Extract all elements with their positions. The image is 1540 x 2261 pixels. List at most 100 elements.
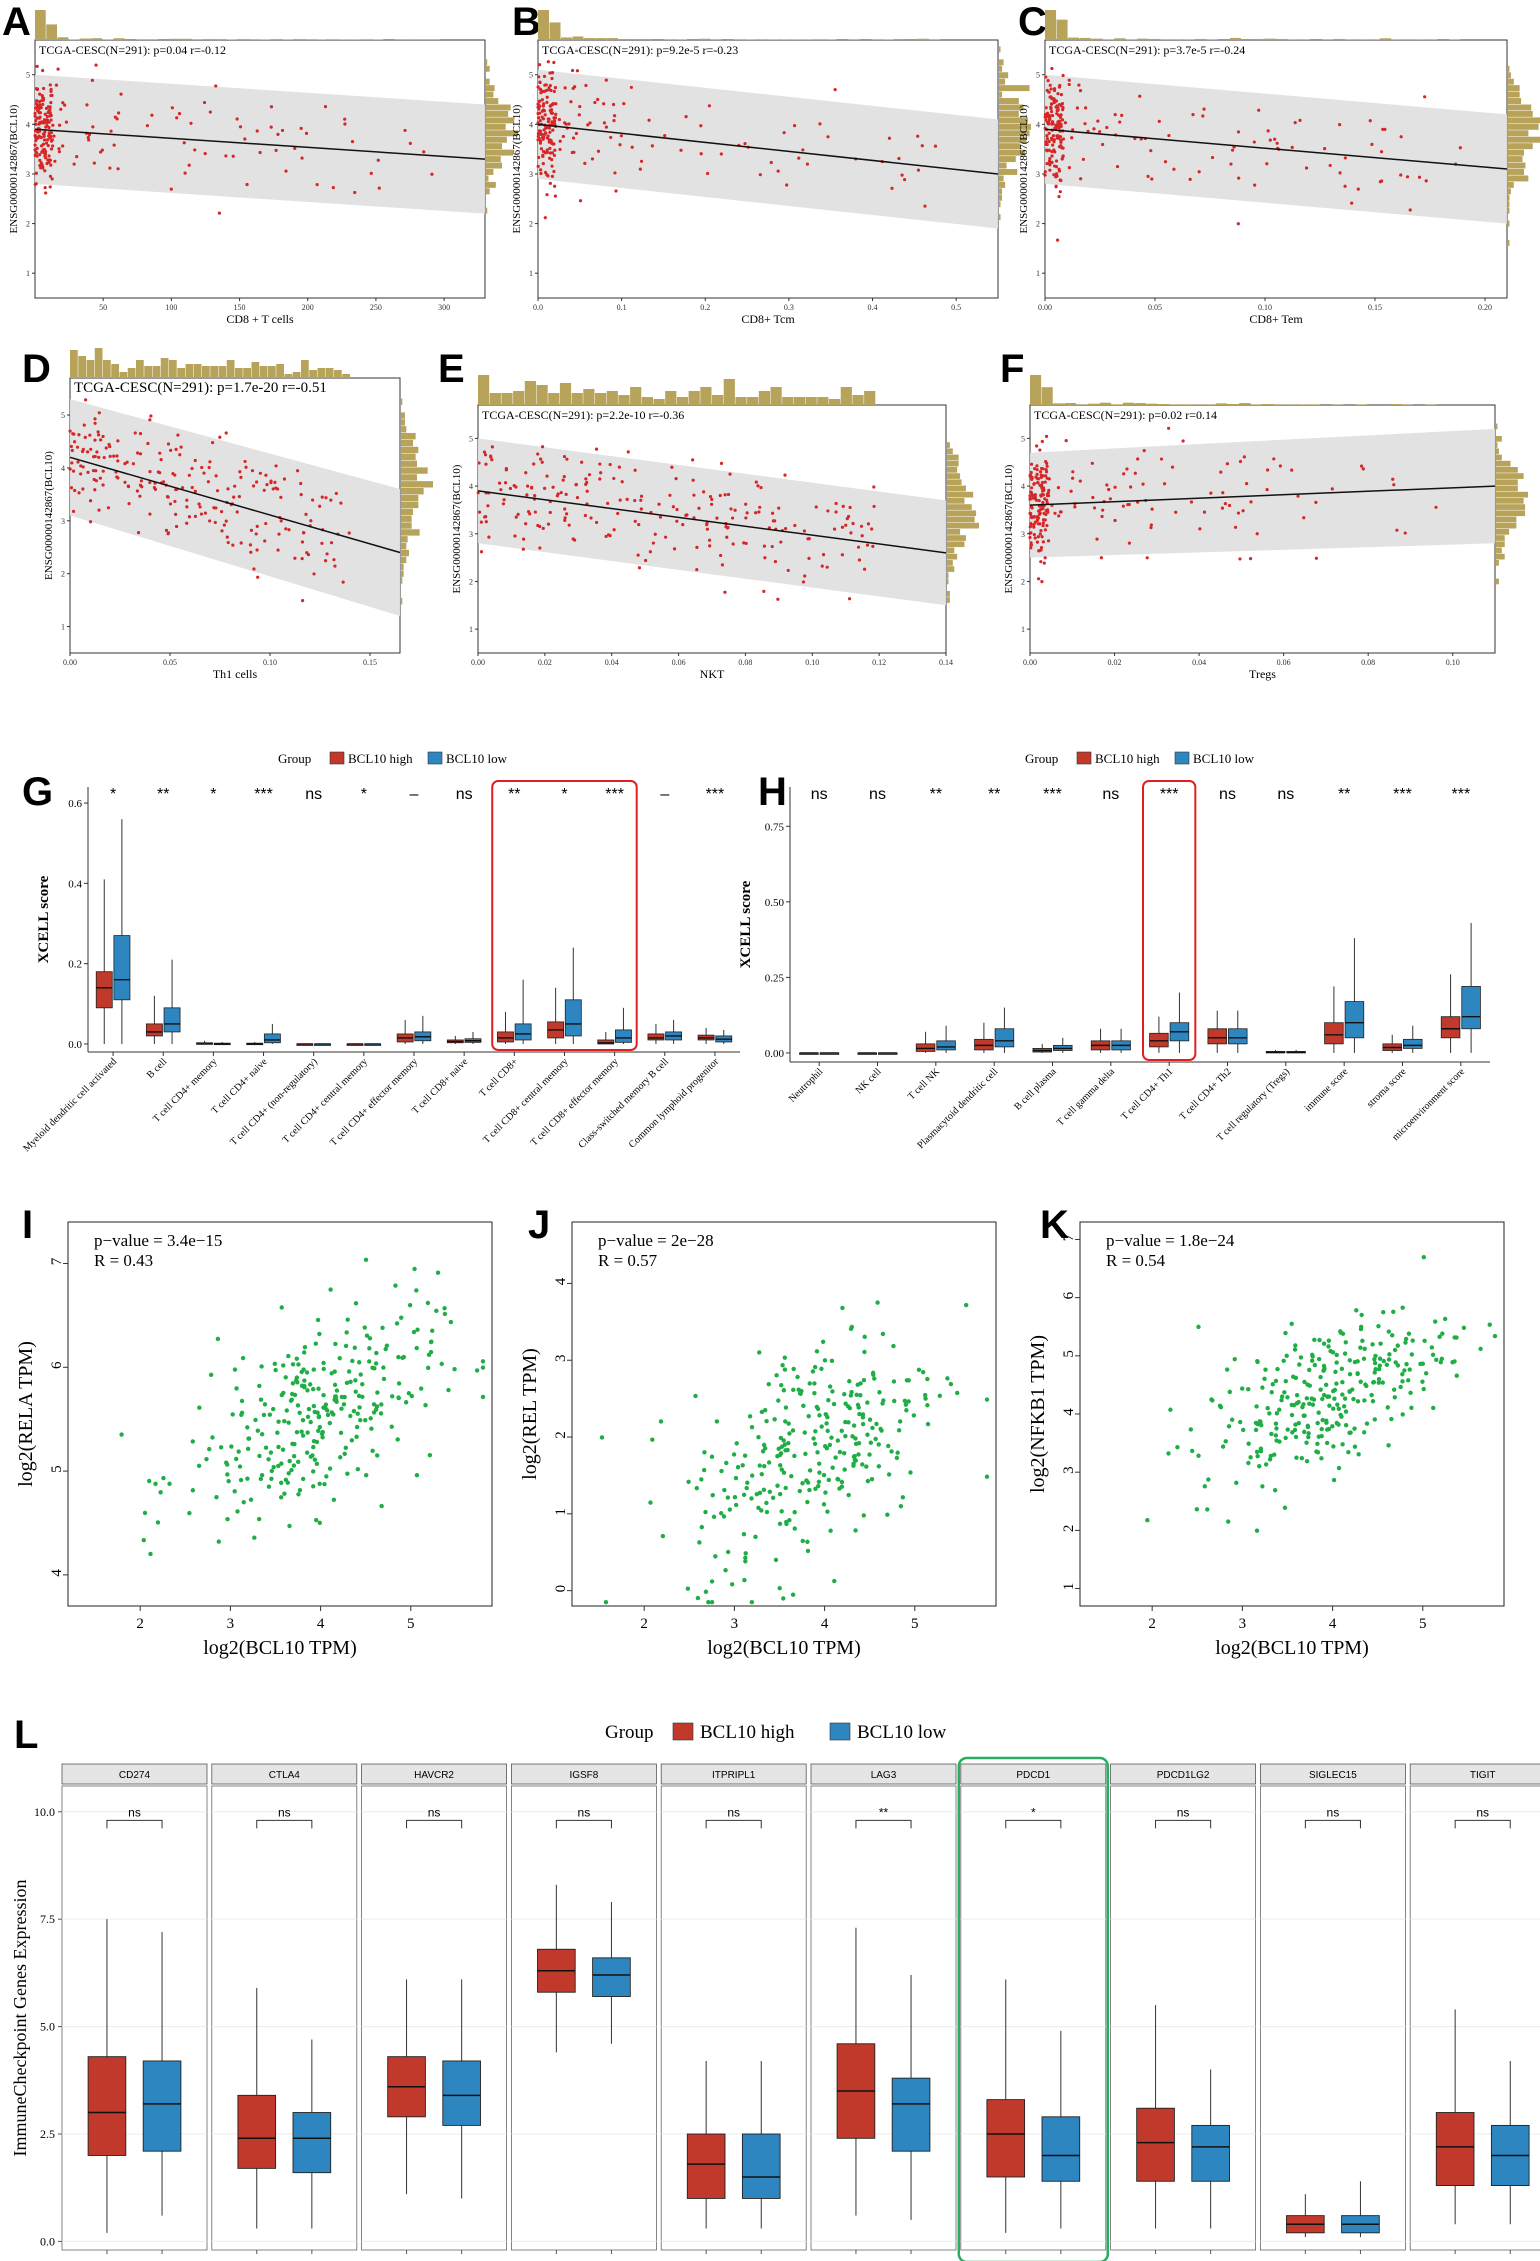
- data-point: [339, 1394, 345, 1400]
- legend-swatch-high: [329, 751, 345, 765]
- x-axis-label: log2(BCL10 TPM): [1215, 1637, 1369, 1659]
- data-point: [276, 548, 280, 552]
- hist-bar-top: [342, 374, 350, 378]
- significance-bracket: [1304, 1819, 1361, 1829]
- data-point: [747, 1414, 753, 1419]
- data-point: [1392, 483, 1396, 487]
- hist-bar-right: [947, 485, 966, 492]
- data-point: [173, 473, 177, 477]
- box-high: [1149, 1032, 1169, 1048]
- data-point: [34, 135, 38, 139]
- data-point: [1283, 1330, 1288, 1336]
- x-tick-label: 5: [1419, 1616, 1427, 1632]
- hist-bar-right: [401, 515, 412, 522]
- data-point: [552, 153, 556, 157]
- data-point: [1391, 1387, 1397, 1392]
- data-point: [1255, 532, 1259, 536]
- x-tick-label: 2: [136, 1616, 144, 1632]
- data-point: [602, 102, 606, 106]
- data-point: [1058, 190, 1062, 194]
- data-point: [293, 556, 297, 560]
- y-tick-label: 5: [1036, 71, 1040, 80]
- data-point: [533, 494, 537, 498]
- facet-plot-area: [361, 1785, 508, 2251]
- data-point: [578, 199, 583, 203]
- correlation-annotation: TCGA-CESC(N=291): p=9.2e-5 r=-0.23: [542, 43, 738, 57]
- data-point: [1041, 521, 1045, 525]
- hist-bar-top: [618, 395, 630, 405]
- significance-mark: ns: [456, 786, 473, 803]
- hist-bar-right: [486, 91, 494, 98]
- data-point: [182, 141, 186, 145]
- data-point: [282, 1491, 287, 1496]
- data-point: [1325, 1427, 1330, 1432]
- data-point: [1044, 434, 1049, 438]
- data-point: [168, 502, 173, 506]
- data-point: [1127, 541, 1132, 545]
- hist-bar-right: [486, 65, 490, 72]
- data-point: [880, 1401, 885, 1406]
- data-point: [552, 89, 556, 94]
- panel-label-I: I: [22, 1203, 33, 1247]
- data-point: [709, 1599, 715, 1605]
- data-point: [1437, 1334, 1442, 1339]
- hist-bar-right: [1496, 516, 1517, 523]
- data-point: [862, 567, 867, 571]
- data-point: [138, 452, 143, 456]
- data-point: [98, 150, 103, 154]
- data-point: [709, 1579, 715, 1584]
- data-point: [321, 1392, 326, 1398]
- box-high: [87, 2056, 127, 2156]
- hist-bar-right: [947, 553, 958, 560]
- data-point: [810, 1369, 816, 1374]
- data-point: [604, 125, 609, 129]
- hist-bar-right: [947, 597, 950, 603]
- data-point: [567, 523, 571, 527]
- data-point: [1420, 1379, 1425, 1384]
- hist-bar-right: [947, 479, 962, 486]
- data-point: [1045, 148, 1049, 152]
- data-point: [1096, 119, 1100, 123]
- data-point: [1241, 1427, 1246, 1433]
- hist-bar-right: [947, 541, 965, 548]
- data-point: [300, 598, 305, 603]
- data-point: [1399, 173, 1403, 177]
- box-high: [974, 1038, 994, 1051]
- data-point: [207, 465, 211, 470]
- data-point: [1351, 1396, 1356, 1402]
- data-point: [773, 519, 777, 523]
- data-point: [190, 1488, 196, 1493]
- hist-bar-top: [301, 360, 309, 378]
- hist-bar-right: [1508, 149, 1524, 156]
- data-point: [633, 498, 637, 503]
- data-point: [1384, 1362, 1390, 1367]
- data-point: [1067, 82, 1071, 87]
- data-point: [206, 480, 210, 484]
- data-point: [1487, 1322, 1492, 1327]
- data-point: [825, 1428, 830, 1434]
- data-point: [218, 1445, 224, 1450]
- data-point: [923, 1392, 928, 1398]
- hist-bar-right: [486, 162, 502, 169]
- data-point: [539, 171, 543, 176]
- data-point: [734, 1441, 739, 1446]
- data-point: [807, 1468, 813, 1473]
- facet-plot-area: [660, 1785, 807, 2251]
- hist-bar-top: [538, 10, 549, 40]
- data-point: [1055, 108, 1059, 113]
- y-tick-label: 1: [61, 623, 65, 632]
- hist-bar-top: [607, 38, 618, 40]
- data-point: [1362, 1346, 1367, 1352]
- data-point: [1048, 156, 1052, 161]
- data-point: [1340, 1379, 1345, 1385]
- facet-title: ITPRIPL1: [712, 1770, 756, 1781]
- data-point: [41, 121, 46, 125]
- data-point: [1314, 1449, 1319, 1454]
- data-point: [222, 523, 226, 527]
- data-point: [744, 502, 748, 506]
- data-point: [1227, 503, 1232, 508]
- data-point: [859, 524, 864, 528]
- data-point: [1338, 171, 1342, 175]
- data-point: [1371, 1379, 1377, 1385]
- data-point: [47, 109, 51, 113]
